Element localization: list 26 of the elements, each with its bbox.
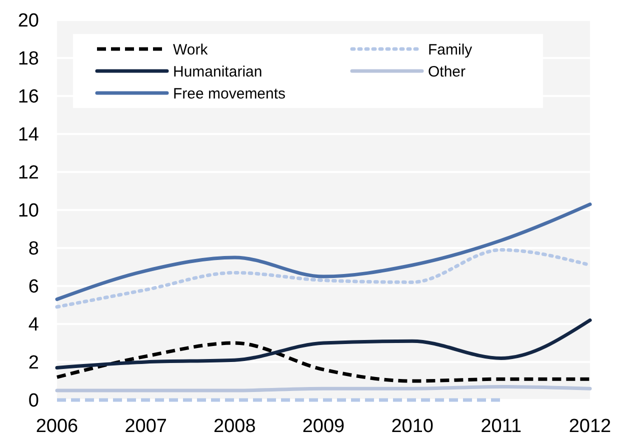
- x-tick-label: 2012: [568, 416, 612, 437]
- y-tick-label: 2: [28, 352, 39, 374]
- x-tick-label: 2010: [391, 416, 434, 437]
- y-tick-label: 12: [18, 162, 39, 184]
- y-tick-label: 16: [18, 86, 39, 108]
- y-tick-label: 20: [18, 10, 39, 32]
- x-tick-label: 2006: [36, 416, 78, 437]
- y-tick-label: 14: [18, 124, 40, 146]
- y-tick-label: 10: [18, 200, 39, 222]
- y-tick-label: 0: [28, 390, 39, 412]
- y-tick-label: 6: [28, 276, 39, 298]
- y-tick-label: 4: [28, 314, 40, 336]
- x-tick-label: 2011: [480, 416, 522, 437]
- line-series: [55, 318, 592, 370]
- y-tick-label: 18: [18, 48, 39, 70]
- line-series: [55, 341, 592, 383]
- x-tick-label: 2008: [214, 416, 256, 437]
- y-tick-label: 8: [28, 238, 39, 260]
- legend-label: Work: [173, 41, 208, 58]
- legend-label: Free movements: [173, 85, 286, 102]
- line-series: [55, 202, 592, 302]
- legend-label: Humanitarian: [173, 63, 262, 80]
- x-tick-label: 2007: [124, 416, 167, 437]
- x-tick-label: 2009: [302, 416, 345, 437]
- legend-label: Family: [428, 41, 473, 58]
- legend-label: Other: [428, 63, 466, 80]
